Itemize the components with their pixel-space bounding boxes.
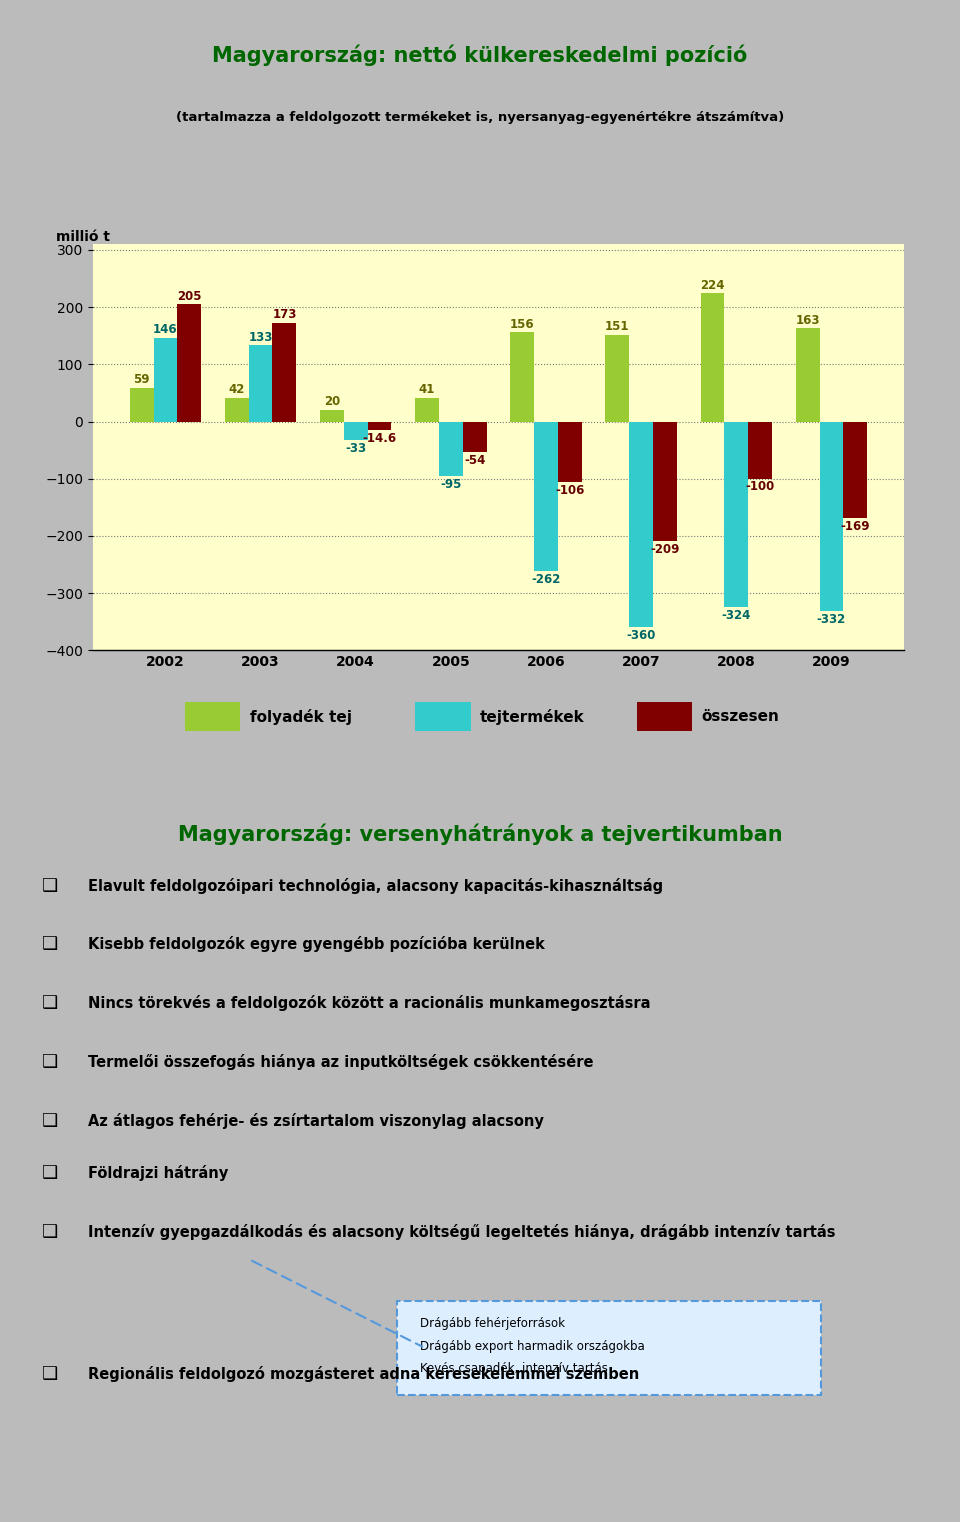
Text: Termelői összefogás hiánya az inputköltségek csökkentésére: Termelői összefogás hiánya az inputkölts… <box>88 1055 594 1070</box>
Text: 41: 41 <box>419 384 435 396</box>
Bar <box>748 422 772 479</box>
Bar <box>796 329 820 422</box>
Text: 224: 224 <box>700 279 725 292</box>
Text: 20: 20 <box>324 396 340 408</box>
Text: Kisebb feldolgozók egyre gyengébb pozícióba kerülnek: Kisebb feldolgozók egyre gyengébb pozíci… <box>88 936 545 953</box>
Text: Drágább export harmadik országokba: Drágább export harmadik országokba <box>420 1339 645 1353</box>
Text: 133: 133 <box>249 330 273 344</box>
Text: -169: -169 <box>840 521 870 533</box>
Bar <box>701 294 725 422</box>
Text: Intenzív gyepgazdálkodás és alacsony költségű legeltetés hiánya, drágább intenzí: Intenzív gyepgazdálkodás és alacsony köl… <box>88 1224 836 1240</box>
Text: ❑: ❑ <box>42 1222 59 1240</box>
Bar <box>130 388 154 422</box>
Bar <box>843 422 867 517</box>
Text: ❑: ❑ <box>42 1365 59 1383</box>
Text: -33: -33 <box>346 441 367 455</box>
Text: Az átlagos fehérje- és zsírtartalom viszonylag alacsony: Az átlagos fehérje- és zsírtartalom visz… <box>88 1113 544 1129</box>
Bar <box>606 335 629 422</box>
Text: ❑: ❑ <box>42 1113 59 1129</box>
Bar <box>225 397 249 422</box>
Text: -332: -332 <box>817 613 846 626</box>
Text: -209: -209 <box>650 543 680 556</box>
Bar <box>534 422 558 571</box>
Bar <box>463 422 487 452</box>
Bar <box>511 332 534 422</box>
Bar <box>820 422 843 612</box>
Text: ❑: ❑ <box>42 877 59 895</box>
Text: Regionális feldolgozó mozgásteret adna keresekelemmel szemben: Regionális feldolgozó mozgásteret adna k… <box>88 1365 639 1382</box>
Text: -14.6: -14.6 <box>363 432 396 444</box>
Text: ❑: ❑ <box>42 1053 59 1071</box>
Bar <box>558 422 582 482</box>
Bar <box>249 345 273 422</box>
Bar <box>344 422 368 440</box>
Text: (tartalmazza a feldolgozott termékeket is, nyersanyag-egyenértékre átszámítva): (tartalmazza a feldolgozott termékeket i… <box>176 111 784 125</box>
Bar <box>653 422 677 540</box>
Text: -95: -95 <box>441 478 462 490</box>
FancyBboxPatch shape <box>636 702 692 732</box>
Text: folyadék tej: folyadék tej <box>250 709 351 724</box>
Text: Magyarország: versenyhátrányok a tejvertikumban: Magyarország: versenyhátrányok a tejvert… <box>178 823 782 845</box>
Text: millió t: millió t <box>56 230 110 244</box>
Text: Magyarország: nettó külkereskedelmi pozíció: Magyarország: nettó külkereskedelmi pozí… <box>212 46 748 67</box>
Text: Elavult feldolgozóipari technológia, alacsony kapacitás-kihasználtság: Elavult feldolgozóipari technológia, ala… <box>88 878 663 893</box>
Text: 59: 59 <box>133 373 150 387</box>
Text: -100: -100 <box>745 481 775 493</box>
Text: 205: 205 <box>177 289 202 303</box>
FancyBboxPatch shape <box>397 1301 821 1394</box>
Text: 163: 163 <box>796 314 820 327</box>
Text: -54: -54 <box>464 454 486 467</box>
Text: tejtermékek: tejtermékek <box>480 709 585 724</box>
Text: -324: -324 <box>722 609 751 621</box>
Text: összesen: összesen <box>701 709 780 724</box>
Bar <box>320 409 344 422</box>
Text: Nincs törekvés a feldolgozók között a racionális munkamegosztásra: Nincs törekvés a feldolgozók között a ra… <box>88 995 651 1011</box>
Bar <box>439 422 463 476</box>
Text: -106: -106 <box>555 484 585 496</box>
Text: 156: 156 <box>510 318 535 330</box>
Bar <box>368 422 392 429</box>
Text: Kevés csapadék, intenzív tartás: Kevés csapadék, intenzív tartás <box>420 1362 608 1376</box>
Text: Földrajzi hátrány: Földrajzi hátrány <box>88 1164 228 1181</box>
Text: Drágább fehérjeforrások: Drágább fehérjeforrások <box>420 1317 565 1330</box>
Text: ❑: ❑ <box>42 1164 59 1183</box>
Bar <box>725 422 748 607</box>
Bar <box>154 338 178 422</box>
Text: 42: 42 <box>228 384 245 396</box>
Bar <box>629 422 653 627</box>
FancyBboxPatch shape <box>416 702 470 732</box>
Text: 146: 146 <box>154 323 178 336</box>
Bar <box>273 323 297 422</box>
Text: 151: 151 <box>605 321 630 333</box>
Text: ❑: ❑ <box>42 994 59 1012</box>
Bar <box>415 399 439 422</box>
Text: -262: -262 <box>531 574 561 586</box>
Text: 173: 173 <box>273 307 297 321</box>
Bar <box>178 304 202 422</box>
Text: -360: -360 <box>627 629 656 642</box>
FancyBboxPatch shape <box>185 702 240 732</box>
Text: ❑: ❑ <box>42 936 59 953</box>
